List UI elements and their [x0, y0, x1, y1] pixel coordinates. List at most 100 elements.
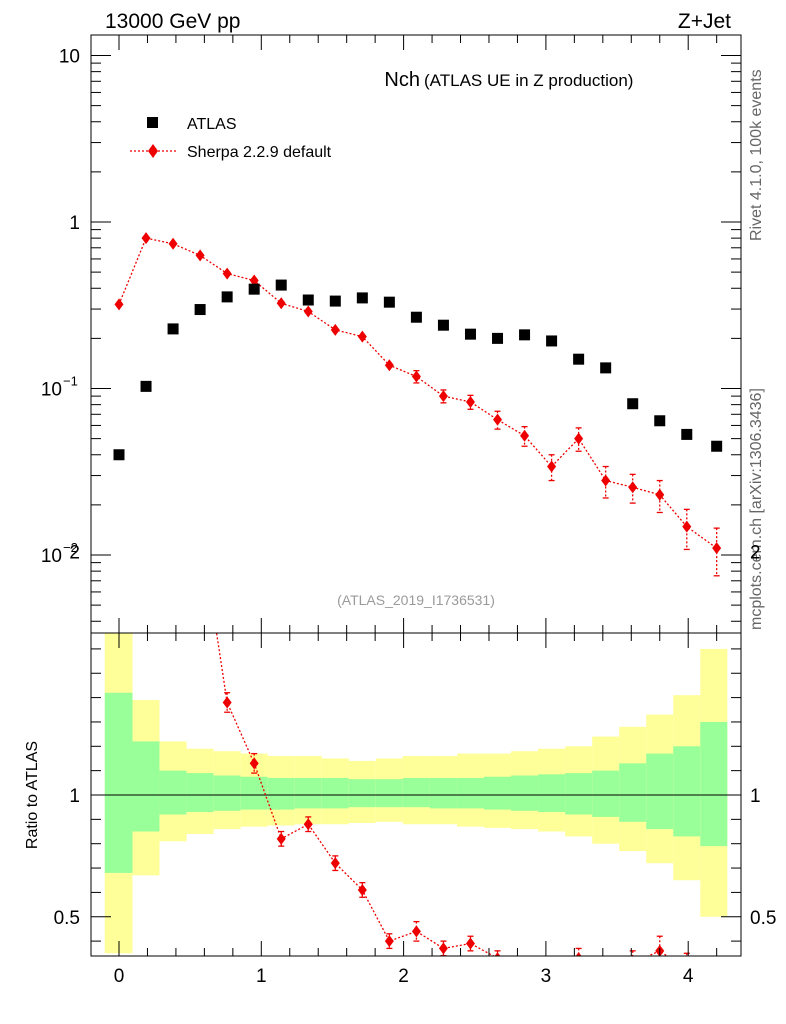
ratio-inner-band — [538, 774, 566, 813]
ratio-inner-band — [673, 746, 701, 837]
x-tick-label: 4 — [683, 966, 694, 987]
ratio-inner-band — [159, 770, 187, 815]
ratio-inner-band — [511, 775, 539, 811]
ratio-y-tick-label-right: 2 — [750, 543, 761, 564]
plot-title: Nch — [384, 69, 420, 91]
ratio-y-tick-label-right: 0.5 — [750, 908, 776, 929]
sherpa-point — [493, 413, 503, 426]
sherpa-point — [655, 488, 665, 501]
ratio-sherpa-point — [601, 981, 610, 993]
atlas-point — [410, 311, 422, 323]
atlas-point — [519, 329, 531, 341]
sherpa-point — [601, 474, 611, 487]
ratio-inner-band — [321, 777, 349, 809]
ratio-sherpa-line — [215, 633, 669, 956]
ratio-axis-ticks — [91, 633, 741, 956]
ratio-sherpa-point — [222, 696, 232, 709]
main-plot-panel: Nch (ATLAS UE in Z production) (ATLAS_20… — [41, 34, 742, 634]
atlas-point — [113, 449, 125, 461]
atlas-point — [600, 362, 612, 374]
main-axis-ticks — [91, 35, 741, 633]
ratio-y-tick-label-right: 1 — [750, 786, 761, 807]
ratio-sherpa-point — [411, 925, 421, 938]
sherpa-point — [276, 297, 286, 310]
atlas-point — [248, 283, 260, 295]
sherpa-point — [712, 542, 722, 555]
x-tick-label: 0 — [114, 966, 125, 987]
sherpa-point — [682, 520, 692, 533]
ratio-inner-band — [186, 773, 214, 813]
ratio-inner-band — [267, 777, 295, 810]
atlas-point — [329, 295, 341, 307]
y-tick-label: 1 — [69, 213, 80, 234]
ratio-inner-band — [294, 777, 322, 809]
sherpa-point — [195, 249, 205, 262]
sherpa-point — [438, 390, 448, 403]
y-tick-label-exponent: −1 — [63, 374, 78, 389]
ratio-sherpa-point — [494, 952, 501, 956]
plot-subtitle: (ATLAS UE in Z production) — [424, 71, 633, 90]
sherpa-point — [520, 429, 530, 442]
ratio-sherpa-point — [712, 974, 721, 986]
ratio-tick-labels: 0.5 0.5 1 1 2 2 0 1 2 3 4 — [54, 543, 777, 988]
rivet-info: Rivet 4.1.0, 100k events — [748, 69, 765, 241]
y-tick-label: 10 — [41, 380, 62, 401]
atlas-point — [492, 332, 504, 344]
legend: ATLAS Sherpa 2.2.9 default — [130, 116, 332, 161]
ratio-inner-band — [565, 773, 593, 815]
ratio-inner-band — [348, 779, 376, 808]
atlas-point — [654, 415, 666, 427]
legend-atlas-label: ATLAS — [187, 116, 237, 133]
atlas-point — [573, 353, 585, 365]
ratio-inner-band — [240, 776, 268, 810]
ratio-y-tick-label-left: 0.5 — [54, 908, 80, 929]
ratio-sherpa-point — [628, 957, 637, 969]
ratio-sherpa-point — [438, 942, 448, 955]
sherpa-point — [384, 359, 394, 372]
atlas-point — [221, 291, 233, 303]
atlas-point — [464, 328, 476, 340]
ratio-inner-band — [213, 775, 241, 811]
sherpa-point — [141, 232, 151, 245]
y-tick-label: 10 — [59, 47, 80, 68]
sherpa-point — [411, 370, 421, 383]
energy-label: 13000 GeV pp — [105, 10, 240, 33]
sherpa-point — [168, 237, 178, 250]
atlas-point — [711, 440, 723, 452]
atlas-point — [167, 323, 179, 335]
atlas-point — [194, 304, 206, 316]
legend-sherpa-marker — [148, 144, 158, 158]
process-label: Z+Jet — [678, 10, 731, 33]
x-tick-label: 2 — [398, 966, 409, 987]
x-tick-label: 1 — [256, 966, 267, 987]
sherpa-point — [465, 395, 475, 408]
atlas-point — [275, 279, 287, 291]
atlas-point — [383, 296, 395, 308]
sherpa-point — [547, 460, 557, 473]
sherpa-point — [114, 298, 124, 311]
ratio-sherpa-point — [357, 883, 367, 896]
ratio-inner-band — [700, 721, 728, 847]
ratio-sherpa-point — [330, 857, 340, 870]
ratio-y-tick-label-left: 1 — [69, 786, 80, 807]
ratio-y-axis-label: Ratio to ATLAS — [24, 741, 41, 849]
ratio-plot-panel: 0.5 0.5 1 1 2 2 0 1 2 3 4 Ratio to ATLAS — [24, 543, 777, 993]
ratio-sherpa-point — [303, 818, 313, 831]
ratio-sherpa-point — [276, 832, 286, 845]
ratio-sherpa-point — [520, 972, 529, 984]
ratio-inner-band — [483, 776, 512, 810]
atlas-point — [302, 294, 314, 306]
ratio-sherpa-point — [465, 937, 475, 950]
atlas-point — [546, 335, 558, 347]
sherpa-point — [574, 432, 584, 445]
analysis-watermark: (ATLAS_2019_I1736531) — [337, 592, 495, 608]
x-tick-label: 3 — [541, 966, 552, 987]
ratio-y-tick-label-left: 2 — [69, 543, 80, 564]
sherpa-point — [628, 481, 638, 494]
ratio-sherpa-series — [215, 633, 721, 993]
legend-atlas-marker — [147, 117, 158, 128]
ratio-sherpa-point — [384, 935, 394, 948]
ratio-inner-band — [456, 777, 484, 809]
